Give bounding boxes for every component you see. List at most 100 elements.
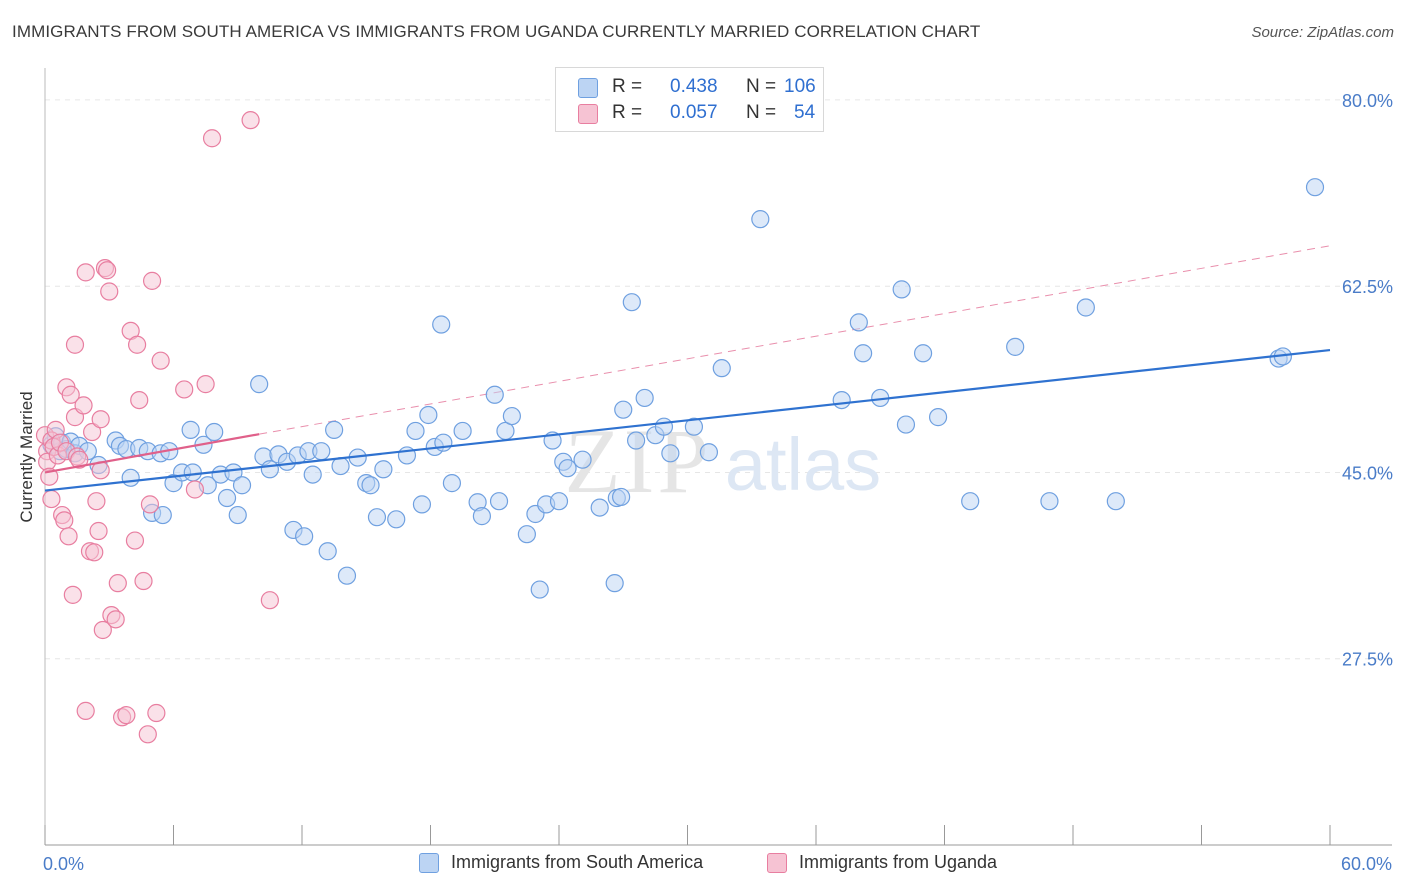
series-south-america-points [42,178,1325,599]
data-point-uganda [89,521,108,541]
data-point-south-america [590,498,609,517]
data-point-south-america [892,280,911,299]
data-point-south-america [153,505,172,525]
trend-line-uganda [44,433,260,474]
y-tick-label: 27.5% [1342,650,1393,670]
data-point-south-america [412,495,432,514]
chart-title: IMMIGRANTS FROM SOUTH AMERICA VS IMMIGRA… [12,22,981,41]
data-point-south-america [387,510,406,529]
data-point-south-america [699,443,719,462]
data-point-uganda [175,380,194,399]
data-point-south-america [217,488,237,508]
data-point-south-america [751,210,770,229]
data-point-south-america [205,422,224,442]
data-point-south-america [325,420,344,439]
data-point-uganda [83,422,102,442]
data-point-uganda [241,111,260,130]
data-point-uganda [98,261,117,280]
data-point-uganda [151,351,170,370]
data-point-south-america [614,400,633,419]
data-point-south-america [928,408,948,427]
data-point-south-america [832,390,851,410]
legend-n-label: N = [746,76,777,97]
data-point-uganda [76,701,95,720]
series-legend-swatch-uganda [767,853,787,873]
data-point-south-america [1106,492,1125,511]
data-point-south-america [661,444,680,463]
data-point-south-america [684,417,704,436]
data-point-uganda [93,620,112,640]
data-point-uganda [185,480,205,499]
data-point-south-america [517,525,536,544]
data-point-uganda [140,495,160,514]
trend-line-uganda-extended [259,245,1331,435]
data-point-south-america [337,566,357,585]
data-point-south-america [228,505,247,525]
data-point-uganda [74,396,93,415]
data-point-south-america [849,313,868,332]
data-point-uganda [87,492,106,511]
y-axis-tick-labels: 27.5% 45.0% 62.5% 80.0% [1342,91,1393,670]
trend-line-south-america [44,348,1331,492]
y-tick-label: 45.0% [1342,463,1393,483]
data-point-uganda [196,375,215,394]
data-point-uganda [63,585,82,604]
data-point-south-america [605,574,624,593]
axes [44,68,1392,846]
data-point-south-america [635,388,654,408]
series-legend-swatch-south-america [419,853,439,873]
data-point-south-america [573,450,592,469]
data-point-south-america [1076,298,1095,317]
zipatlas-watermark: ZIP atlas [565,410,882,512]
data-point-south-america [260,460,279,479]
data-point-south-america [250,375,269,394]
data-point-south-america [1006,337,1025,356]
legend-n-value: 106 [784,76,816,97]
data-point-south-america [896,415,916,434]
data-point-uganda [130,390,149,410]
data-point-uganda [55,511,74,530]
data-point-south-america [442,474,462,493]
data-point-uganda [117,706,136,725]
data-point-uganda [42,489,61,509]
data-point-uganda [108,574,127,593]
data-point-south-america [183,463,202,482]
x-tick-label-max: 60.0% [1341,854,1392,874]
data-point-uganda [91,410,110,429]
data-point-south-america [489,492,509,511]
y-tick-label: 80.0% [1342,91,1393,111]
data-point-south-america [121,468,140,487]
data-point-south-america [626,431,646,450]
data-point-uganda [76,263,95,282]
data-point-south-america [654,417,674,436]
y-axis-title: Currently Married [17,391,36,523]
legend-n-label: N = [746,102,777,123]
series-legend-label: Immigrants from South America [451,852,704,872]
data-point-south-america [549,492,569,511]
legend-r-value: 0.438 [670,76,718,97]
series-legend-label: Immigrants from Uganda [799,852,998,872]
data-point-south-america [361,476,380,495]
grid-lines [45,99,1392,660]
data-point-uganda [127,335,147,354]
data-point-south-america [854,344,873,363]
data-point-uganda [142,271,162,290]
series-uganda-points [35,111,1331,744]
data-point-south-america [312,442,331,461]
data-point-south-america [913,344,933,363]
data-point-south-america [961,492,980,511]
data-point-uganda [147,703,166,723]
data-point-south-america [331,456,350,476]
data-point-south-america [318,542,337,561]
data-point-south-america [453,421,472,441]
data-point-south-america [224,463,243,482]
data-point-south-america [181,420,200,439]
data-point-south-america [303,465,322,484]
data-point-south-america [530,580,549,599]
data-point-south-america [472,507,491,526]
data-point-south-america [1040,492,1059,511]
watermark-atlas: atlas [725,423,881,506]
data-point-uganda [202,129,222,148]
legend-swatch-south-america [578,78,598,98]
